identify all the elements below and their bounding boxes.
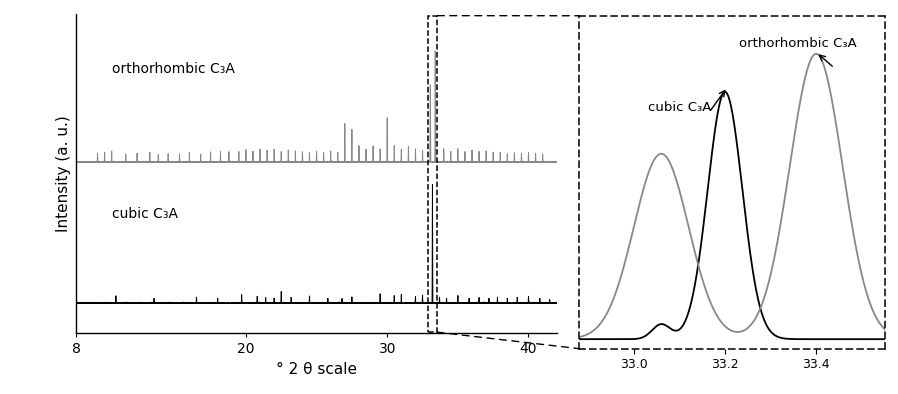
Y-axis label: Intensity (a. u.): Intensity (a. u.) xyxy=(56,115,71,232)
Text: cubic C₃A: cubic C₃A xyxy=(647,101,711,114)
X-axis label: ° 2 θ scale: ° 2 θ scale xyxy=(276,362,357,377)
Text: orthorhombic C₃A: orthorhombic C₃A xyxy=(739,37,857,50)
Bar xyxy=(428,16,437,332)
Text: cubic C₃A: cubic C₃A xyxy=(111,207,178,221)
Text: orthorhombic C₃A: orthorhombic C₃A xyxy=(111,62,234,76)
